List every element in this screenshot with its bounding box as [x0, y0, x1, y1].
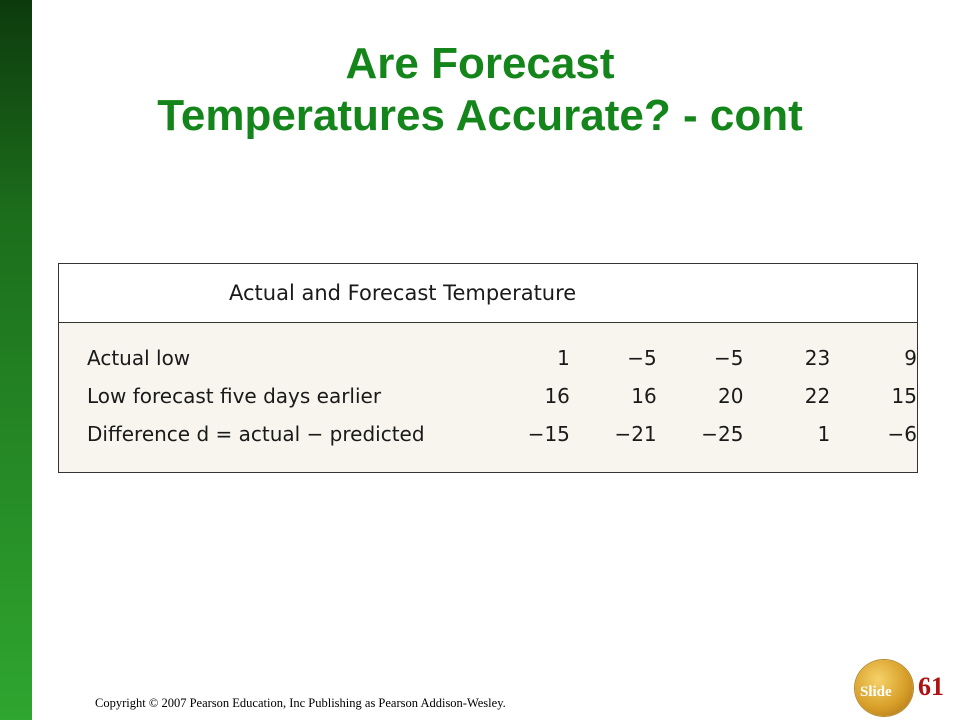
table-cell: 23 [804, 346, 831, 370]
table-cell: −15 [527, 422, 570, 446]
table-title: Actual and Forecast Temperature [229, 281, 577, 305]
table-cell: 20 [717, 384, 744, 408]
table-header: Actual and Forecast Temperature [59, 264, 917, 323]
table-row: Low forecast five days earlier 16 16 20 … [59, 377, 917, 415]
table-cell: 1 [817, 422, 831, 446]
row-label: Difference d = actual − predicted [87, 422, 425, 446]
table-cell: −25 [701, 422, 744, 446]
title-line-1: Are Forecast [345, 39, 615, 88]
copyright-footer: Copyright © 2007 Pearson Education, Inc … [95, 696, 506, 710]
row-label: Low forecast five days earlier [87, 384, 382, 408]
table-row: Actual low 1 −5 −5 23 9 [59, 339, 917, 377]
side-accent-bar [0, 0, 32, 720]
temperature-table: Actual and Forecast Temperature Actual l… [58, 263, 918, 473]
table-cell: 22 [804, 384, 831, 408]
slide-label: Slide [860, 684, 892, 700]
table-cell: −5 [627, 346, 657, 370]
page-title: Are Forecast Temperatures Accurate? - co… [40, 38, 920, 142]
table-cell: 1 [557, 346, 570, 370]
slide-number: 61 [918, 672, 944, 701]
table-cell: 15 [891, 384, 917, 408]
table-cell: −21 [614, 422, 657, 446]
table-cell: 16 [544, 384, 570, 408]
table-body: Actual low 1 −5 −5 23 9 Low forecast fiv… [59, 323, 917, 453]
table-row: Difference d = actual − predicted −15 −2… [59, 415, 917, 453]
table-cell: −5 [713, 346, 744, 370]
title-line-2: Temperatures Accurate? - cont [157, 91, 803, 140]
row-label: Actual low [87, 346, 191, 370]
table-cell: 16 [631, 384, 657, 408]
table-cell: 9 [904, 346, 917, 370]
table-cell: −6 [887, 422, 917, 446]
slide-badge-icon [855, 660, 913, 716]
